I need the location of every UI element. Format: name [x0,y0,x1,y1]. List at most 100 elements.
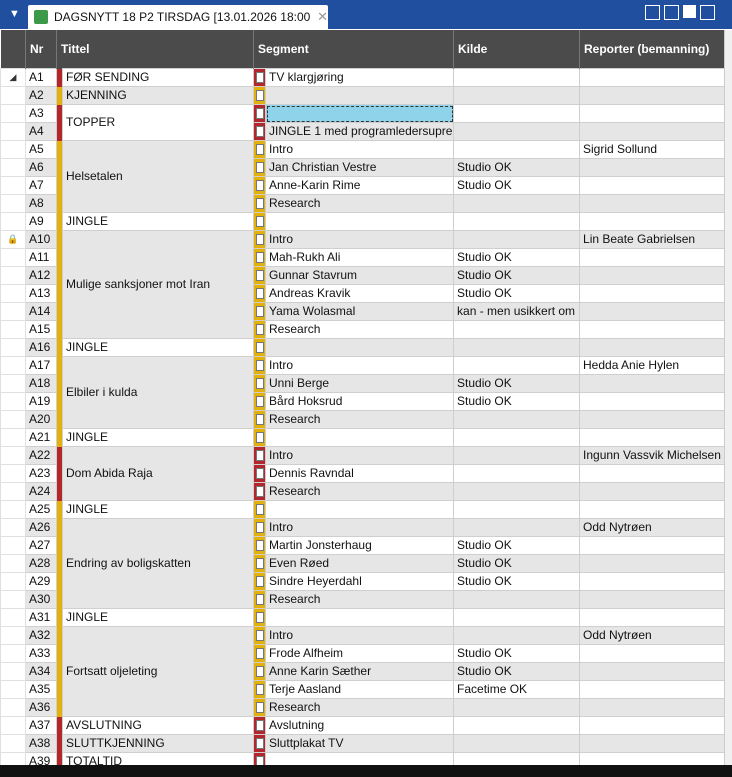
story-title[interactable]: Endring av boligskatten [61,518,255,609]
source-cell[interactable] [453,590,581,609]
source-cell[interactable]: Studio OK [453,284,581,303]
source-cell[interactable] [453,212,581,231]
segment-cell[interactable]: Intro [265,140,455,159]
rundown-row[interactable]: A37 AVSLUTNING Avslutning [0,716,726,735]
story-title[interactable]: TOPPER [61,104,255,141]
story-title[interactable]: FØR SENDING [61,68,255,87]
source-cell[interactable] [453,338,581,357]
source-cell[interactable] [453,446,581,465]
rundown-row[interactable]: A39 TOTALTID [0,752,726,765]
rundown-row[interactable]: A5 Helsetalen Intro Sigrid Sollund [0,140,726,213]
reporter-cell[interactable] [579,392,726,411]
story-title[interactable]: AVSLUTNING [61,716,255,735]
segment-cell[interactable]: Avslutning [265,716,455,735]
window-button[interactable] [664,5,679,20]
reporter-cell[interactable] [579,752,726,765]
segment-cell[interactable]: TV klargjøring [265,68,455,87]
reporter-cell[interactable] [579,320,726,339]
segment-cell[interactable]: Martin Jonsterhaug [265,536,455,555]
story-title[interactable]: KJENNING [61,86,255,105]
segment-cell[interactable]: Intro [265,356,455,375]
segment-cell[interactable]: Andreas Kravik [265,284,455,303]
reporter-cell[interactable] [579,248,726,267]
reporter-cell[interactable] [579,608,726,627]
reporter-cell[interactable] [579,122,726,141]
segment-cell[interactable]: Intro [265,518,455,537]
story-title[interactable]: TOTALTID [61,752,255,765]
column-header[interactable]: Tittel [56,30,255,69]
source-cell[interactable] [453,122,581,141]
rundown-row[interactable]: A22 Dom Abida Raja Intro Ingunn Vassvik Mic… [0,446,726,501]
document-tab[interactable]: DAGSNYTT 18 P2 TIRSDAG [13.01.2026 18:00… [28,5,328,29]
reporter-cell[interactable] [579,338,726,357]
rundown-row[interactable]: A17 Elbiler i kulda Intro Hedda Anie Hylen [0,356,726,429]
source-cell[interactable]: Studio OK [453,572,581,591]
segment-cell[interactable]: Bård Hoksrud [265,392,455,411]
segment-cell[interactable]: Yama Wolasmal [265,302,455,321]
segment-cell[interactable]: Even Røed [265,554,455,573]
segment-cell[interactable]: Research [265,590,455,609]
column-header[interactable]: Nr [25,30,57,69]
segment-cell[interactable] [265,104,455,123]
reporter-cell[interactable] [579,644,726,663]
reporter-cell[interactable] [579,284,726,303]
source-cell[interactable]: kan - men usikkert om [453,302,581,321]
reporter-cell[interactable] [579,680,726,699]
source-cell[interactable]: Studio OK [453,536,581,555]
scrollbar[interactable] [724,30,732,765]
reporter-cell[interactable]: Sigrid Sollund [579,140,726,159]
story-title[interactable]: Dom Abida Raja [61,446,255,501]
segment-cell[interactable]: Intro [265,446,455,465]
segment-cell[interactable] [265,338,455,357]
reporter-cell[interactable] [579,428,726,447]
window-button[interactable] [645,5,660,20]
reporter-cell[interactable]: Lin Beate Gabrielsen [579,230,726,249]
reporter-cell[interactable]: Ingunn Vassvik Michelsen [579,446,726,465]
source-cell[interactable]: Studio OK [453,248,581,267]
rundown-row[interactable]: A31 JINGLE [0,608,726,627]
source-cell[interactable] [453,140,581,159]
source-cell[interactable] [453,698,581,717]
reporter-cell[interactable] [579,266,726,285]
column-header[interactable]: Reporter (bemanning) [579,30,726,69]
reporter-cell[interactable] [579,662,726,681]
reporter-cell[interactable]: Odd Nytrøen [579,626,726,645]
story-title[interactable]: JINGLE [61,338,255,357]
story-title[interactable]: SLUTTKJENNING [61,734,255,753]
reporter-cell[interactable] [579,104,726,123]
rundown-row[interactable]: ◢ A1 FØR SENDING TV klargjøring [0,68,726,87]
segment-cell[interactable] [265,500,455,519]
source-cell[interactable] [453,410,581,429]
reporter-cell[interactable] [579,410,726,429]
rundown-row[interactable]: A21 JINGLE [0,428,726,447]
reporter-cell[interactable] [579,482,726,501]
source-cell[interactable]: Studio OK [453,374,581,393]
reporter-cell[interactable] [579,698,726,717]
segment-cell[interactable]: Anne Karin Sæther [265,662,455,681]
story-title[interactable]: Helsetalen [61,140,255,213]
segment-cell[interactable]: Jan Christian Vestre [265,158,455,177]
reporter-cell[interactable] [579,734,726,753]
rundown-row[interactable]: A9 JINGLE [0,212,726,231]
story-title[interactable]: Mulige sanksjoner mot Iran [61,230,255,339]
source-cell[interactable] [453,356,581,375]
source-cell[interactable] [453,68,581,87]
reporter-cell[interactable] [579,716,726,735]
segment-cell[interactable]: Unni Berge [265,374,455,393]
segment-cell[interactable]: Frode Alfheim [265,644,455,663]
source-cell[interactable]: Studio OK [453,662,581,681]
segment-cell[interactable] [265,428,455,447]
reporter-cell[interactable] [579,500,726,519]
rundown-row[interactable]: A32 Fortsatt oljeleting Intro Odd Nytrøen [0,626,726,717]
source-cell[interactable] [453,194,581,213]
segment-cell[interactable]: Anne-Karin Rime [265,176,455,195]
source-cell[interactable] [453,482,581,501]
segment-cell[interactable] [265,86,455,105]
collapse-button[interactable]: ▼ [9,8,20,20]
reporter-cell[interactable] [579,572,726,591]
reporter-cell[interactable] [579,464,726,483]
segment-cell[interactable]: Mah-Rukh Ali [265,248,455,267]
reporter-cell[interactable] [579,68,726,87]
source-cell[interactable] [453,518,581,537]
reporter-cell[interactable] [579,158,726,177]
